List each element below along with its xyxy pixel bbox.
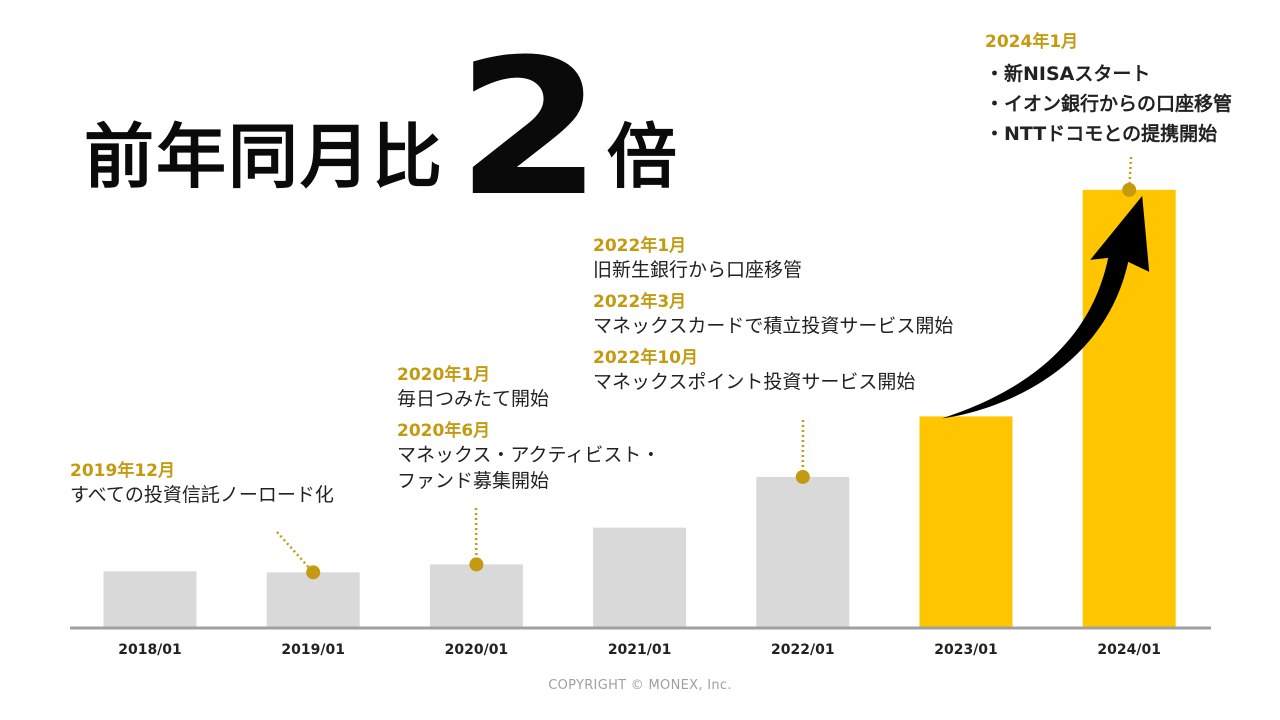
tick-label: 2019/01 bbox=[281, 642, 345, 658]
annotation-date: 2020年6月 bbox=[397, 421, 491, 441]
annotation-text: 旧新生銀行から口座移管 bbox=[593, 259, 803, 281]
headline: 前年同月比 2 倍 bbox=[84, 19, 677, 239]
annotation-date: 2022年1月 bbox=[593, 236, 687, 256]
headline-number: 2 bbox=[456, 19, 603, 239]
copyright: COPYRIGHT © MONEX, Inc. bbox=[548, 678, 732, 693]
data-marker bbox=[795, 469, 810, 484]
tick-label: 2022/01 bbox=[771, 642, 835, 658]
annotation-2024: 2024年1月 ・新NISAスタート ・イオン銀行からの口座移管 ・NTTドコモ… bbox=[985, 31, 1232, 149]
tick-label: 2021/01 bbox=[608, 642, 672, 658]
annotation-date: 2022年10月 bbox=[593, 348, 698, 368]
annotation-date: 2020年1月 bbox=[397, 365, 491, 385]
annotation-text: マネックスカードで積立投資サービス開始 bbox=[593, 315, 954, 337]
annotation-2020: 2020年1月 毎日つみたて開始 2020年6月 マネックス・アクティビスト・ … bbox=[397, 364, 660, 494]
bar-2020-01 bbox=[429, 564, 523, 627]
annotation-item: ・新NISAスタート bbox=[985, 63, 1151, 85]
growth-arrow bbox=[942, 195, 1150, 419]
bar-2018-01 bbox=[103, 571, 197, 627]
tick-label: 2020/01 bbox=[445, 642, 509, 658]
data-marker bbox=[469, 557, 484, 572]
bar-2024-01 bbox=[1082, 189, 1176, 627]
annotation-text: マネックスポイント投資サービス開始 bbox=[593, 371, 916, 393]
bar-2019-01 bbox=[266, 572, 360, 627]
data-marker bbox=[1122, 182, 1137, 197]
bar-2021-01 bbox=[593, 527, 687, 627]
annotation-item: ・イオン銀行からの口座移管 bbox=[985, 93, 1233, 115]
annotation-date: 2022年3月 bbox=[593, 292, 687, 312]
tick-label: 2024/01 bbox=[1097, 642, 1161, 658]
data-marker bbox=[306, 565, 321, 580]
tick-label: 2018/01 bbox=[118, 642, 182, 658]
annotation-text: すべての投資信託ノーロード化 bbox=[70, 484, 334, 506]
headline-suffix: 倍 bbox=[606, 116, 677, 198]
annotation-text: マネックス・アクティビスト・ ファンド募集開始 bbox=[397, 444, 661, 492]
leader-line bbox=[1127, 156, 1133, 190]
annotation-2019: 2019年12月 すべての投資信託ノーロード化 bbox=[70, 460, 334, 508]
leader-line bbox=[276, 531, 315, 574]
annotation-date: 2019年12月 bbox=[70, 461, 175, 481]
annotation-date: 2024年1月 bbox=[985, 32, 1079, 52]
annotation-item: ・NTTドコモとの提携開始 bbox=[985, 123, 1218, 145]
bar-2022-01 bbox=[756, 476, 850, 627]
bar-2023-01 bbox=[919, 416, 1013, 627]
headline-prefix: 前年同月比 bbox=[84, 116, 444, 198]
annotation-text: 毎日つみたて開始 bbox=[397, 388, 550, 410]
tick-label: 2023/01 bbox=[934, 642, 998, 658]
annotation-2022: 2022年1月 旧新生銀行から口座移管 2022年3月 マネックスカードで積立投… bbox=[593, 235, 953, 395]
